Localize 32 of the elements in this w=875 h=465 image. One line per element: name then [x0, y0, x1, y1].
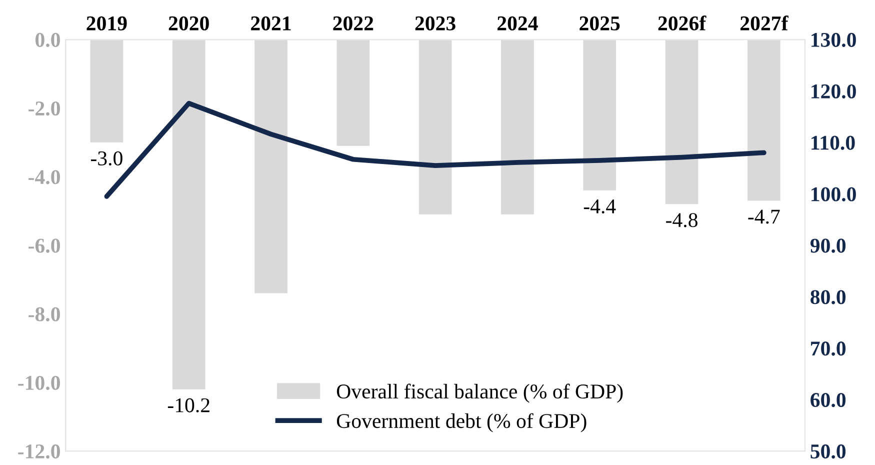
y2-tick-label: 100.0 — [812, 187, 856, 202]
x-tick-label: 2020 — [168, 16, 209, 30]
y2-tick-label: 130.0 — [812, 32, 856, 48]
y-tick-label: 0.0 — [36, 32, 60, 48]
x-tick-label: 2023 — [415, 16, 456, 30]
y2-tick-label: 80.0 — [810, 290, 846, 304]
data-label: -10.2 — [168, 398, 210, 412]
y2-tick-label: 110.0 — [812, 136, 855, 150]
y2-tick-label: 50.0 — [810, 444, 846, 459]
y-tick-label: -12.0 — [18, 444, 60, 459]
data-label: -4.4 — [584, 199, 616, 214]
x-tick-label: 2022 — [333, 16, 374, 30]
x-tick-label: 2027f — [740, 16, 788, 30]
y2-tick-label: 60.0 — [810, 392, 846, 408]
x-tick-label: 2021 — [251, 16, 291, 30]
data-label: -3.0 — [90, 151, 122, 166]
y-tick-label: -6.0 — [28, 238, 60, 253]
y-tick-label: -2.0 — [28, 101, 60, 116]
y-tick-label: -4.0 — [28, 170, 60, 184]
data-label: -4.8 — [666, 213, 698, 228]
legend-label: Government debt (% of GDP) — [336, 413, 586, 432]
x-tick-label: 2019 — [86, 16, 127, 30]
y2-tick-label: 70.0 — [811, 342, 846, 356]
x-tick-label: 2025 — [580, 16, 620, 30]
x-tick-label: 2024 — [498, 16, 538, 30]
x-tick-label: 2026f — [658, 16, 706, 30]
legend-label: Overall fiscal balance (% of GDP) — [336, 384, 623, 403]
data-label: -4.7 — [748, 210, 780, 224]
y2-tick-label: 120.0 — [812, 84, 856, 98]
y-tick-label: -10.0 — [18, 376, 60, 390]
y-tick-label: -8.0 — [28, 307, 60, 322]
y2-tick-label: 90.0 — [810, 238, 846, 253]
